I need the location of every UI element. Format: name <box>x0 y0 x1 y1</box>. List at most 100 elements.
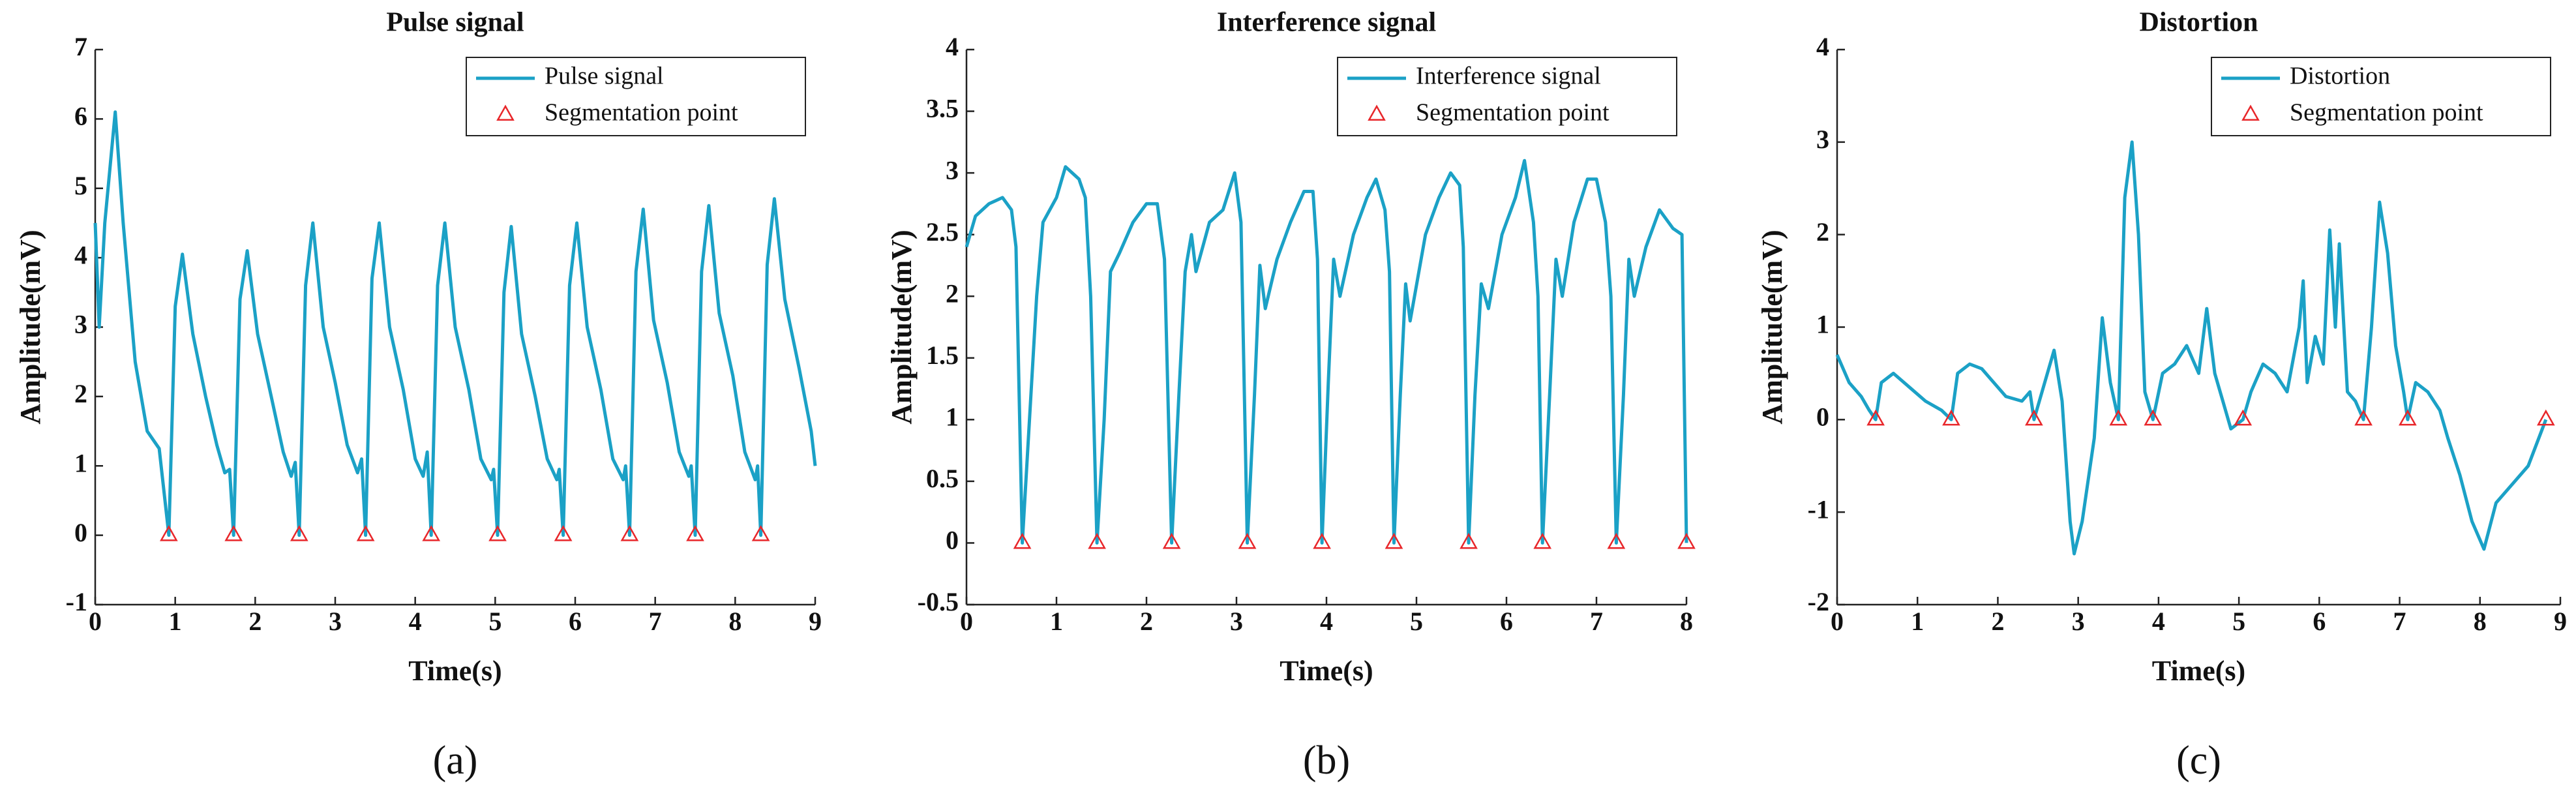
chart-title: Pulse signal <box>386 8 524 38</box>
segmentation-marker <box>356 525 375 541</box>
y-tick-label: -0.5 <box>918 587 959 616</box>
segmentation-marker <box>1942 409 1960 426</box>
x-tick-label: 9 <box>2554 607 2567 636</box>
x-tick-label: 8 <box>728 607 741 636</box>
x-tick-label: 6 <box>1500 607 1513 636</box>
segmentation-marker <box>554 525 573 541</box>
y-tick-label: -1 <box>1808 494 1829 524</box>
x-tick-label: 6 <box>569 607 582 636</box>
segmentation-marker <box>1162 532 1181 549</box>
y-tick-label: 4 <box>1816 32 1829 61</box>
y-tick-label: 2.5 <box>926 217 959 247</box>
segmentation-marker <box>1533 532 1552 549</box>
x-tick-label: 8 <box>2474 607 2487 636</box>
x-axis-label: Time(s) <box>408 655 502 687</box>
y-tick-label: 3 <box>1816 125 1829 154</box>
x-tick-label: 1 <box>1050 607 1063 636</box>
y-tick-label: 6 <box>74 102 87 131</box>
y-tick-label: -2 <box>1808 587 1829 616</box>
x-tick-label: 4 <box>409 607 422 636</box>
x-axis-label: Time(s) <box>2152 655 2245 687</box>
segmentation-marker <box>1607 532 1626 549</box>
legend-box <box>2211 57 2551 136</box>
panel: 0 1 2 3 4 5 6 7 8 9 -2 -1 0 1 2 3 4 Distortion Time(s) Ampl… <box>1756 8 2567 783</box>
y-tick-label: -1 <box>66 587 87 616</box>
segmentation-marker <box>2354 409 2373 426</box>
x-tick-label: 5 <box>2232 607 2245 636</box>
segmentation-marker <box>1088 532 1106 549</box>
segmentation-marker <box>2109 409 2128 426</box>
segmentation-marker <box>160 525 178 541</box>
signal-line <box>1835 140 2548 556</box>
segmentation-marker <box>2399 409 2417 426</box>
segmentation-marker <box>751 525 770 541</box>
signal-line <box>93 110 817 537</box>
x-tick-label: 3 <box>329 607 342 636</box>
legend-label: Segmentation point <box>2290 99 2483 127</box>
segmentation-marker <box>620 525 639 541</box>
x-tick-label: 7 <box>1590 607 1603 636</box>
chart-title: Distortion <box>2140 8 2258 38</box>
y-tick-label: 3 <box>946 155 959 185</box>
segmentation-marker <box>1385 532 1403 549</box>
x-tick-label: 6 <box>2313 607 2326 636</box>
segmentation-marker <box>2144 409 2163 426</box>
legend-marker <box>1368 104 1386 121</box>
legend-label: Pulse signal <box>545 63 664 90</box>
panel-label: (a) <box>433 738 478 783</box>
y-tick-label: 7 <box>74 32 87 61</box>
segmentation-marker <box>1013 532 1032 549</box>
y-tick-label: 3.5 <box>926 94 959 123</box>
y-axis-label: Amplitude(mV) <box>1756 230 1788 424</box>
legend-marker <box>2241 104 2260 121</box>
x-tick-label: 8 <box>1680 607 1693 636</box>
signal-line <box>965 158 1688 545</box>
legend-label: Interference signal <box>1416 63 1601 90</box>
y-tick-label: 2 <box>1816 217 1829 247</box>
segmentation-marker <box>2234 409 2253 426</box>
y-tick-label: 5 <box>74 171 87 200</box>
y-tick-label: 1 <box>1816 310 1829 339</box>
x-axis-label: Time(s) <box>1280 655 1373 687</box>
x-tick-label: 5 <box>1410 607 1423 636</box>
x-tick-label: 3 <box>1230 607 1243 636</box>
segmentation-marker <box>2025 409 2043 426</box>
x-tick-label: 3 <box>2072 607 2085 636</box>
x-tick-label: 0 <box>960 607 973 636</box>
panel-label: (c) <box>2176 738 2221 783</box>
y-tick-label: 4 <box>74 240 87 269</box>
y-tick-label: 3 <box>74 310 87 339</box>
x-tick-label: 2 <box>1140 607 1153 636</box>
x-tick-label: 5 <box>488 607 502 636</box>
y-tick-label: 4 <box>946 32 959 61</box>
chart-title: Interference signal <box>1217 8 1436 38</box>
segmentation-marker <box>422 525 441 541</box>
legend-label: Segmentation point <box>1416 99 1610 127</box>
y-tick-label: 2 <box>946 279 959 308</box>
legend-label: Segmentation point <box>545 99 738 127</box>
y-tick-label: 0 <box>946 526 959 555</box>
x-tick-label: 2 <box>248 607 262 636</box>
segmentation-marker <box>1866 409 1885 426</box>
x-tick-label: 7 <box>649 607 662 636</box>
x-tick-label: 1 <box>1911 607 1924 636</box>
y-tick-label: 1 <box>946 402 959 432</box>
x-tick-label: 4 <box>2152 607 2165 636</box>
x-tick-label: 4 <box>1320 607 1333 636</box>
y-tick-label: 1.5 <box>926 340 959 370</box>
segmentation-marker <box>1238 532 1257 549</box>
segmentation-marker <box>2536 409 2555 426</box>
legend-marker <box>496 104 515 121</box>
y-tick-label: 0.5 <box>926 464 959 493</box>
x-tick-label: 2 <box>1991 607 2004 636</box>
legend-box <box>466 57 806 136</box>
legend-box <box>1337 57 1677 136</box>
segmentation-marker <box>224 525 243 541</box>
x-tick-label: 0 <box>89 607 102 636</box>
x-tick-label: 1 <box>169 607 182 636</box>
panel-label: (b) <box>1303 738 1350 783</box>
y-axis-label: Amplitude(mV) <box>14 230 46 424</box>
y-tick-label: 0 <box>1816 402 1829 432</box>
